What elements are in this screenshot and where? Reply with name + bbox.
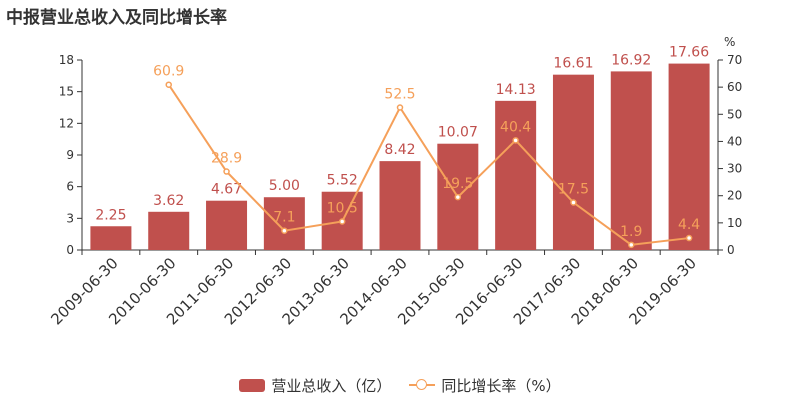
growth-point-label: 60.9	[153, 64, 184, 80]
right-tick-label: 40	[727, 134, 742, 148]
left-tick-label: 18	[59, 53, 74, 67]
growth-point-label: 28.9	[211, 151, 242, 167]
legend-label-growth: 同比增长率（%）	[441, 376, 561, 395]
legend-label-revenue: 营业总收入（亿）	[271, 376, 392, 395]
revenue-bar	[495, 100, 537, 250]
right-tick-label: 50	[727, 107, 742, 121]
left-tick-label: 6	[66, 180, 74, 194]
revenue-bar	[379, 161, 421, 250]
left-tick-label: 12	[59, 116, 74, 130]
revenue-bar	[668, 63, 710, 250]
left-tick-label: 0	[66, 243, 74, 257]
chart-title: 中报营业总收入及同比增长率	[6, 8, 227, 28]
revenue-bar-label: 5.52	[327, 173, 358, 189]
left-tick-label: 9	[66, 148, 74, 162]
revenue-bar-label: 10.07	[438, 125, 478, 141]
growth-point	[454, 193, 462, 201]
right-axis-unit: %	[724, 35, 735, 49]
growth-point	[396, 104, 404, 111]
revenue-bar-label: 5.00	[269, 178, 300, 194]
revenue-bar	[263, 197, 305, 250]
growth-point-label: 17.5	[558, 182, 589, 198]
revenue-bar-label: 16.92	[611, 52, 651, 68]
growth-point-label: 1.9	[620, 224, 642, 240]
right-tick-label: 10	[727, 216, 742, 230]
revenue-bar	[90, 226, 132, 250]
legend-line-swatch	[409, 378, 436, 392]
revenue-bar-label: 17.66	[669, 45, 709, 61]
right-tick-label: 60	[727, 80, 742, 94]
growth-point-label: 40.4	[500, 119, 531, 135]
right-tick-label: 30	[727, 162, 742, 176]
left-tick-label: 15	[59, 85, 74, 99]
left-tick-label: 3	[66, 211, 74, 225]
revenue-bar	[148, 211, 190, 250]
growth-point-label: 4.4	[678, 217, 700, 233]
growth-point-label: 10.5	[327, 201, 358, 217]
growth-point-label: 7.1	[273, 210, 295, 226]
growth-point	[685, 234, 693, 242]
growth-point	[512, 137, 519, 144]
right-tick-label: 70	[727, 53, 742, 67]
revenue-bar-label: 4.67	[211, 182, 242, 198]
legend-item-growth[interactable]: 同比增长率（%）	[409, 375, 561, 396]
growth-point	[570, 199, 577, 206]
legend-item-revenue[interactable]: 营业总收入（亿）	[239, 375, 391, 396]
revenue-bar	[610, 71, 652, 251]
growth-line	[167, 84, 690, 246]
revenue-bar-label: 14.13	[496, 82, 536, 98]
revenue-bar-label: 3.62	[153, 193, 184, 209]
legend: 营业总收入（亿） 同比增长率（%）	[0, 374, 800, 396]
revenue-bar-label: 8.42	[384, 142, 415, 158]
revenue-bar-label: 16.61	[553, 56, 593, 72]
right-tick-label: 20	[727, 189, 742, 203]
growth-point	[223, 168, 230, 175]
growth-point-label: 19.5	[442, 176, 473, 192]
revenue-bar-label: 2.25	[95, 207, 126, 223]
legend-bar-swatch	[239, 378, 266, 392]
growth-point	[165, 81, 172, 88]
revenue-bar	[552, 74, 594, 250]
revenue-bar	[206, 200, 248, 250]
growth-point	[281, 227, 288, 234]
growth-point	[338, 218, 346, 225]
growth-point	[628, 241, 635, 249]
growth-point-label: 52.5	[384, 87, 415, 103]
right-tick-label: 0	[727, 243, 735, 257]
